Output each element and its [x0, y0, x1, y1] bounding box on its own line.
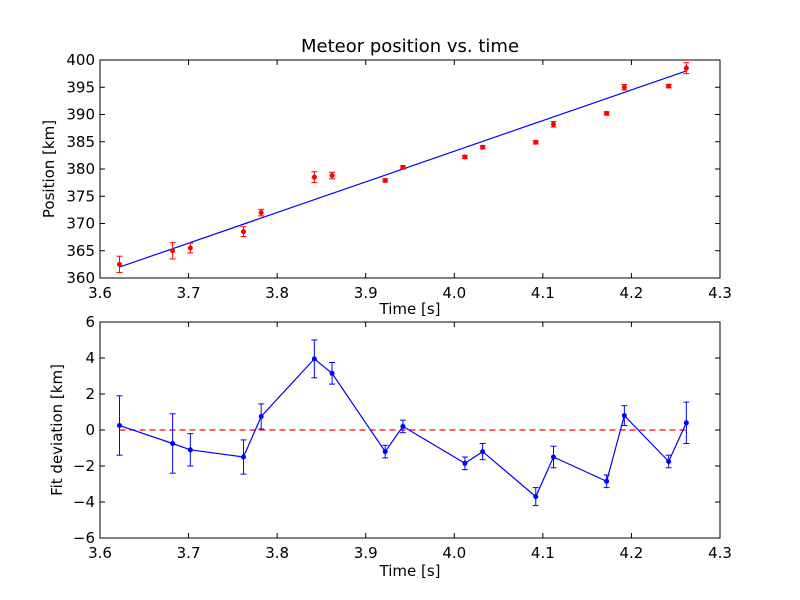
- position-x-tick-label: 3.7: [177, 284, 201, 302]
- position-point: [621, 84, 627, 90]
- deviation-point: [462, 460, 468, 466]
- position-x-tick-label: 4.3: [708, 284, 732, 302]
- position-plot-frame: [99, 59, 721, 279]
- position-y-tick-label: 395: [66, 78, 95, 96]
- position-point: [187, 245, 193, 251]
- position-point: [240, 229, 246, 235]
- deviation-y-tick-label: 0: [85, 421, 95, 439]
- deviation-point: [258, 414, 264, 419]
- deviation-chart: 3.6 3.7 3.8 3.9 4.0 4.1 4.2 4.3 −6 −4 −2 0 2 4 6 Time …: [48, 313, 732, 580]
- position-points-layer: [116, 62, 690, 274]
- position-x-tick-label: 4.2: [619, 284, 643, 302]
- deviation-point: [621, 413, 627, 419]
- position-x-tick-label: 3.6: [88, 284, 112, 302]
- position-point: [666, 83, 672, 89]
- position-chart: Meteor position vs. time 3.6 3.7 3.8 3.9 4.0…: [40, 36, 732, 318]
- deviation-y-tick-label: 6: [85, 313, 95, 331]
- position-chart-title: Meteor position vs. time: [301, 36, 519, 57]
- deviation-y-label: Fit deviation [km]: [48, 364, 66, 496]
- deviation-point: [329, 370, 335, 376]
- position-y-label: Position [km]: [40, 120, 58, 218]
- position-point: [462, 154, 468, 160]
- deviation-y-tick-label: −6: [73, 529, 95, 547]
- position-point: [311, 174, 317, 180]
- position-point: [604, 110, 610, 116]
- deviation-point: [170, 441, 176, 446]
- position-point: [258, 210, 264, 216]
- position-y-tick-label: 380: [66, 160, 95, 178]
- deviation-point: [382, 449, 388, 455]
- position-y-tick-label: 385: [66, 133, 95, 151]
- position-point: [382, 177, 388, 183]
- deviation-point: [480, 449, 486, 455]
- deviation-series-layer: [116, 339, 690, 507]
- deviation-point: [604, 478, 610, 484]
- deviation-point: [400, 423, 406, 429]
- position-ticks-layer: 3.6 3.7 3.8 3.9 4.0 4.1 4.2 4.3 360 365 370 375 380 3…: [66, 51, 732, 302]
- position-point: [170, 248, 176, 254]
- position-point: [533, 139, 539, 145]
- position-x-tick-label: 3.9: [354, 284, 378, 302]
- deviation-point: [116, 423, 122, 428]
- deviation-x-tick-label: 3.9: [354, 544, 378, 562]
- position-x-label: Time [s]: [379, 300, 441, 318]
- deviation-point: [550, 454, 556, 460]
- deviation-y-tick-label: 4: [85, 349, 95, 367]
- deviation-x-tick-label: 3.6: [88, 544, 112, 562]
- deviation-x-label: Time [s]: [379, 562, 441, 580]
- deviation-plot-frame: [99, 321, 721, 539]
- deviation-point: [187, 447, 193, 453]
- position-point: [683, 65, 689, 71]
- deviation-x-tick-label: 4.1: [531, 544, 555, 562]
- deviation-point: [666, 459, 672, 464]
- position-point: [550, 121, 556, 127]
- deviation-x-tick-label: 4.3: [708, 544, 732, 562]
- deviation-point: [240, 454, 246, 460]
- deviation-x-tick-label: 4.0: [442, 544, 466, 562]
- deviation-y-tick-label: −4: [73, 493, 95, 511]
- position-point: [400, 164, 406, 170]
- position-y-tick-label: 400: [66, 51, 95, 69]
- position-x-tick-label: 4.1: [531, 284, 555, 302]
- position-point: [480, 144, 486, 150]
- position-y-tick-label: 375: [66, 187, 95, 205]
- deviation-y-tick-label: −2: [73, 457, 95, 475]
- position-y-tick-label: 370: [66, 215, 95, 233]
- position-x-tick-label: 4.0: [442, 284, 466, 302]
- position-y-tick-label: 365: [66, 242, 95, 260]
- deviation-ticks-layer: 3.6 3.7 3.8 3.9 4.0 4.1 4.2 4.3 −6 −4 −2 0 2 4 6: [73, 313, 732, 562]
- position-y-tick-label: 360: [66, 269, 95, 287]
- position-point: [329, 173, 335, 179]
- deviation-y-tick-label: 2: [85, 385, 95, 403]
- deviation-x-tick-label: 3.8: [265, 544, 289, 562]
- deviation-point: [683, 420, 689, 426]
- position-x-tick-label: 3.8: [265, 284, 289, 302]
- deviation-x-tick-label: 3.7: [177, 544, 201, 562]
- deviation-x-tick-label: 4.2: [619, 544, 643, 562]
- deviation-point: [533, 494, 539, 500]
- position-point: [116, 261, 122, 267]
- deviation-point: [311, 356, 317, 362]
- position-y-tick-label: 390: [66, 106, 95, 124]
